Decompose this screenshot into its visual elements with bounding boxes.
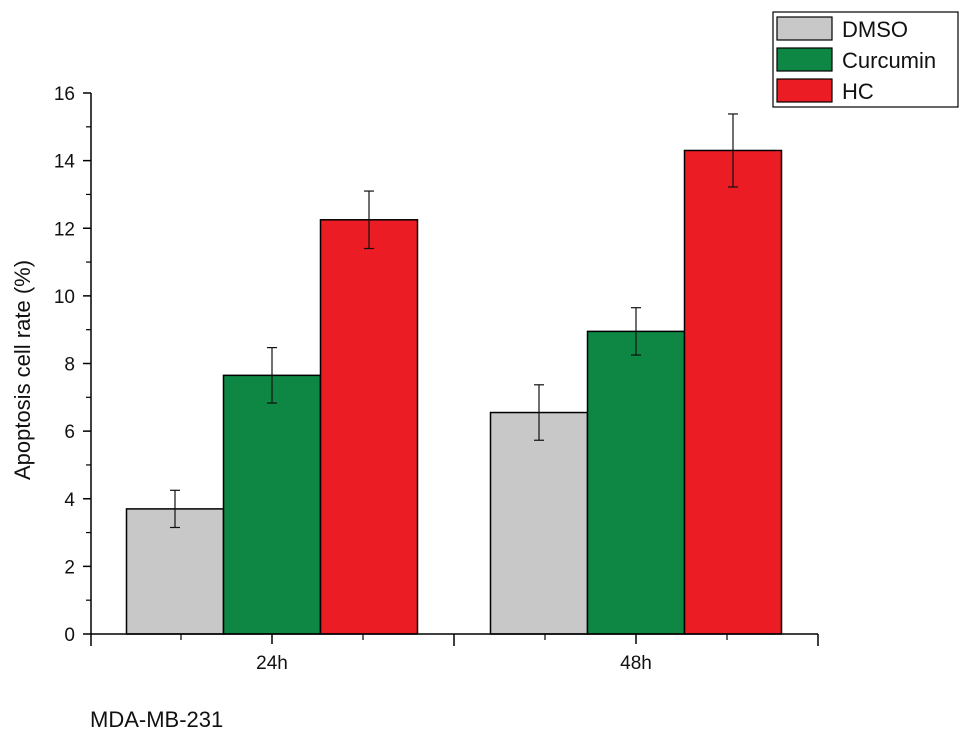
- y-tick-label: 12: [54, 219, 75, 240]
- bar-hc-24h: [319, 219, 419, 635]
- bar-curcumin-24h: [222, 374, 322, 635]
- legend-label-dmso: DMSO: [842, 17, 908, 42]
- x-tick-label: 48h: [620, 653, 652, 674]
- error-bars-layer: [170, 113, 738, 529]
- legend-swatch-dmso: [776, 16, 833, 41]
- bar-curcumin-48h: [586, 330, 686, 635]
- bars-layer: [125, 149, 783, 635]
- y-tick-label: 4: [64, 490, 75, 511]
- y-tick-label: 10: [54, 287, 75, 308]
- y-tick-label: 6: [64, 422, 75, 443]
- legend-swatch-hc: [776, 78, 833, 103]
- y-tick-label: 2: [64, 557, 75, 578]
- y-tick-label: 14: [54, 152, 76, 173]
- y-tick-label: 0: [64, 625, 75, 646]
- bar-hc-48h: [683, 149, 783, 635]
- y-tick-label: 16: [54, 84, 75, 105]
- legend-label-hc: HC: [842, 79, 874, 104]
- y-ticks: 0 2 4 6 8 10 12 14 16: [54, 84, 91, 646]
- bar-dmso-24h: [125, 508, 225, 635]
- y-tick-label: 8: [64, 355, 75, 376]
- legend-swatch-curcumin: [776, 47, 833, 72]
- y-axis-title: Apoptosis cell rate (%): [10, 260, 35, 480]
- bar-dmso-48h: [489, 411, 589, 635]
- legend-label-curcumin: Curcumin: [842, 48, 936, 73]
- cell-line-label: MDA-MB-231: [90, 707, 224, 732]
- x-ticks: 24h 48h: [90, 634, 819, 674]
- x-tick-label: 24h: [256, 653, 288, 674]
- legend: DMSO Curcumin HC: [772, 11, 959, 108]
